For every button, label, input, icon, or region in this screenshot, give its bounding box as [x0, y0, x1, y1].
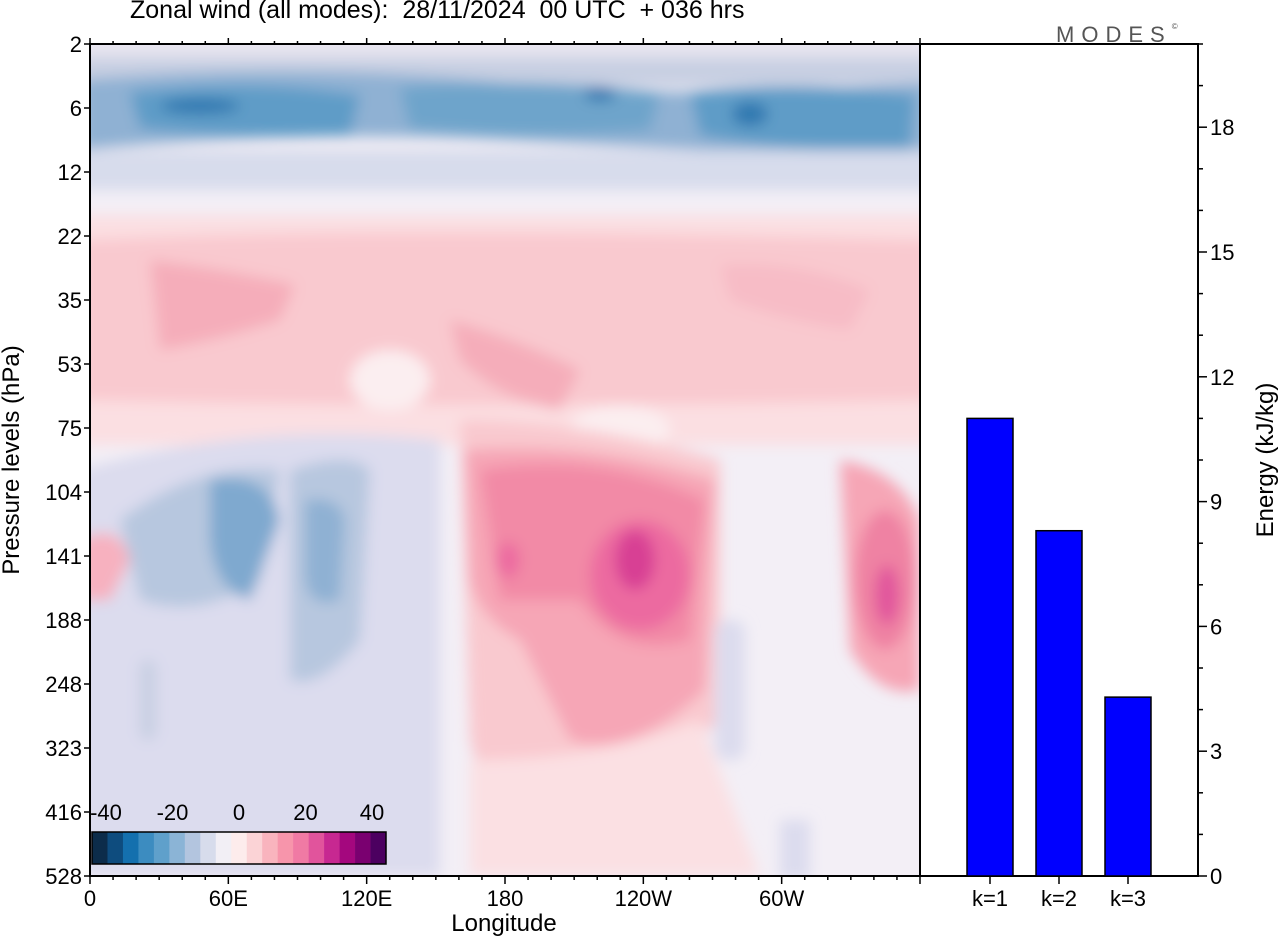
y-tick-label: 416 — [45, 800, 82, 825]
colorbar-border — [91, 831, 387, 865]
colorbar-swatch — [339, 832, 356, 864]
y-tick-label: 2 — [70, 32, 82, 57]
colorbar-swatch — [215, 832, 232, 864]
energy-tick-label: 9 — [1210, 490, 1222, 515]
colorbar-label: -20 — [157, 800, 189, 825]
energy-bar — [966, 417, 1014, 877]
y-tick-label: 53 — [58, 352, 82, 377]
energy-tick-label: 18 — [1210, 115, 1234, 140]
colorbar-swatch — [355, 832, 371, 864]
energy-bar — [1035, 529, 1083, 877]
y-tick-label: 188 — [45, 608, 82, 633]
colorbar-swatch — [138, 832, 155, 864]
colorbar-swatch — [277, 832, 294, 864]
y-tick-label: 22 — [58, 224, 82, 249]
energy-tick-label: 15 — [1210, 240, 1234, 265]
y-tick-label: 6 — [70, 96, 82, 121]
colorbar-swatch — [92, 832, 108, 864]
x-axis-label: Longitude — [451, 910, 557, 937]
colorbar-swatch — [169, 832, 186, 864]
colorbar-swatch — [308, 832, 325, 864]
colorbar-swatch — [293, 832, 309, 864]
colorbar: -40 -20 0 20 40 — [90, 800, 387, 865]
logo-text: MODES — [1056, 22, 1172, 47]
x-tick-label: 120W — [615, 886, 673, 911]
y-tick-label: 12 — [58, 160, 82, 185]
x-tick-label: 120E — [341, 886, 392, 911]
colorbar-swatch — [184, 832, 201, 864]
y-tick-label: 248 — [45, 672, 82, 697]
x-tick-label: 60W — [759, 886, 804, 911]
y-tick-label: 104 — [45, 480, 82, 505]
x-tick-label: 0 — [84, 886, 96, 911]
y-tick-label: 141 — [45, 544, 82, 569]
colorbar-swatch — [262, 832, 278, 864]
y-axis-label: Pressure levels (hPa) — [0, 345, 25, 575]
colorbar-swatch — [246, 832, 263, 864]
y-tick-label: 323 — [45, 736, 82, 761]
colorbar-label: 0 — [233, 800, 245, 825]
colorbar-swatch — [153, 832, 170, 864]
modes-logo: MODES© — [1056, 22, 1178, 48]
colorbar-swatch — [370, 832, 387, 864]
colorbar-label: 20 — [293, 800, 317, 825]
energy-tick-label: 3 — [1210, 739, 1222, 764]
colorbar-label: -40 — [90, 800, 122, 825]
colorbar-swatch — [324, 832, 340, 864]
colorbar-swatch — [107, 832, 124, 864]
y-tick-label: 35 — [58, 288, 82, 313]
bar-category-label: k=2 — [1041, 886, 1077, 911]
energy-tick-label: 12 — [1210, 365, 1234, 390]
energy-bar — [1104, 696, 1152, 877]
logo-mark: © — [1171, 22, 1178, 31]
x-tick-label: 60E — [209, 886, 248, 911]
y-tick-label: 75 — [58, 416, 82, 441]
energy-tick-label: 0 — [1210, 864, 1222, 889]
colorbar-label: 40 — [360, 800, 384, 825]
x-tick-label: 180 — [487, 886, 524, 911]
chart-title: Zonal wind (all modes): 28/11/2024 00 UT… — [130, 0, 745, 24]
bar-category-label: k=1 — [972, 886, 1008, 911]
y-tick-label: 528 — [45, 864, 82, 889]
energy-axis-label: Energy (kJ/kg) — [1252, 382, 1279, 538]
energy-tick-label: 6 — [1210, 614, 1222, 639]
energy-bars — [966, 417, 1152, 877]
colorbar-swatch — [122, 832, 139, 864]
colorbar-swatch — [200, 832, 217, 864]
heatmap-fields — [90, 44, 920, 876]
colorbar-swatch — [231, 832, 248, 864]
bar-category-label: k=3 — [1110, 886, 1146, 911]
zonal-wind-heatmap — [90, 44, 920, 876]
